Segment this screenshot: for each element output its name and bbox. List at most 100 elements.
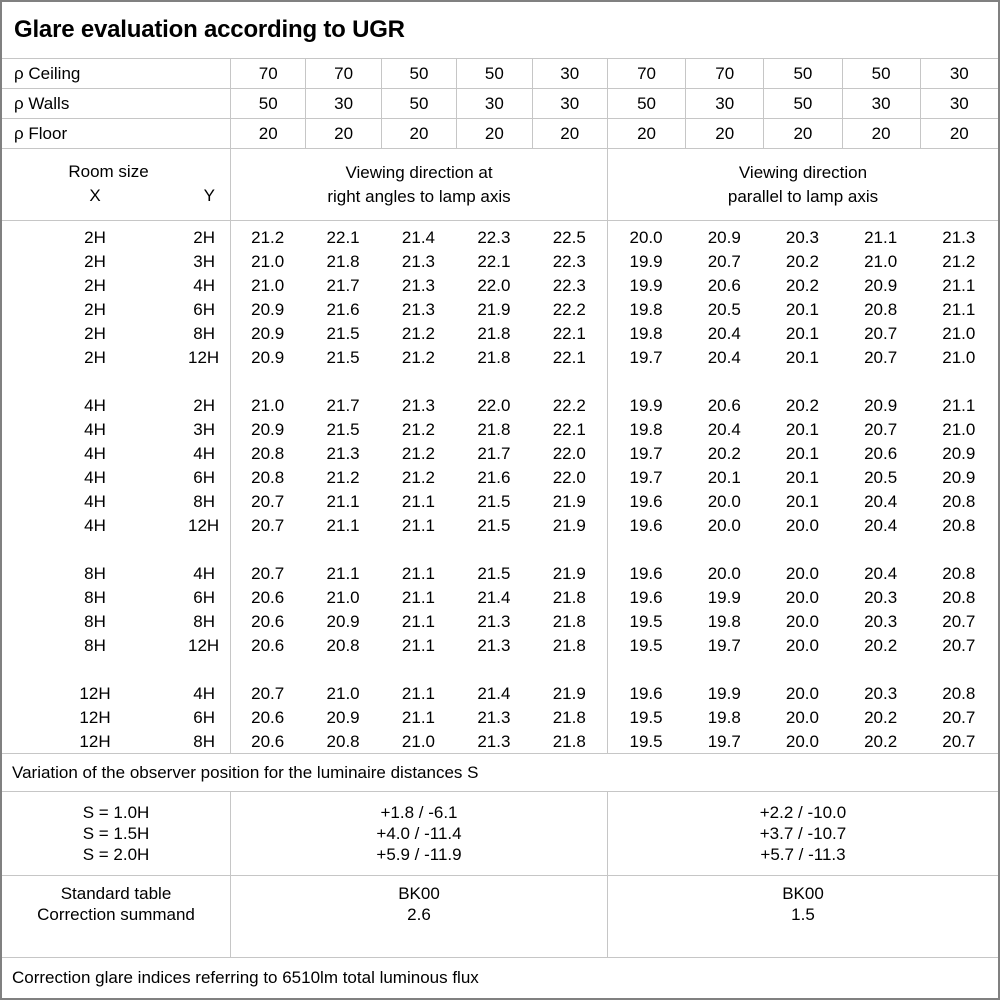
ugr-value: 20.2 [707, 444, 741, 463]
ugr-value: 21.3 [401, 300, 436, 319]
reflectance-value: 20 [685, 119, 763, 148]
ugr-value: 20.2 [864, 636, 898, 655]
table-row: 12H 4H 20.7 21.0 21.1 21.4 21.9 19.6 19.9 20.0 20.… [2, 682, 998, 706]
ugr-value: 21.1 [326, 492, 360, 511]
room-size-y: 6H [193, 708, 215, 727]
ugr-value: 21.1 [401, 516, 436, 535]
ugr-value: 20.6 [864, 444, 898, 463]
ugr-value: 21.3 [326, 444, 360, 463]
ugr-value: 20.8 [864, 300, 898, 319]
ugr-value: 19.6 [629, 564, 663, 583]
summary-labels: Standard table Correction summand [2, 876, 230, 957]
ugr-value: 20.6 [251, 732, 285, 751]
ugr-value: 20.9 [251, 300, 285, 319]
ugr-value: 20.0 [629, 228, 663, 247]
ugr-value: 21.2 [401, 420, 436, 439]
ugr-value: 19.7 [629, 348, 663, 367]
summary-values-right-angles: BK00 2.6 [230, 876, 607, 957]
ugr-value: 21.6 [326, 300, 360, 319]
ugr-value: 21.0 [251, 396, 285, 415]
room-size-y: 2H [193, 228, 215, 247]
table-row: 2H 4H 21.0 21.7 21.3 22.0 22.3 19.9 20.6 20.2 20.9… [2, 274, 998, 298]
ugr-value: 19.9 [707, 684, 741, 703]
ugr-value: 20.8 [942, 588, 976, 607]
ugr-value: 20.8 [942, 564, 976, 583]
ugr-value: 20.7 [251, 492, 285, 511]
reflectance-value: 20 [531, 119, 607, 148]
room-size-x: 12H [79, 732, 111, 751]
ugr-value: 20.8 [251, 468, 285, 487]
ugr-value: 21.2 [401, 324, 436, 343]
reflectance-value: 20 [919, 119, 998, 148]
table-row: 4H 12H 20.7 21.1 21.1 21.5 21.9 19.6 20.0 20.0 20.… [2, 514, 998, 538]
block-spacer [2, 658, 998, 682]
ugr-value: 21.8 [552, 588, 586, 607]
ugr-value: 20.2 [785, 252, 819, 271]
ugr-value: 20.3 [785, 228, 819, 247]
reflectance-row-label: ρ Floor [14, 123, 68, 143]
ugr-value: 20.6 [251, 588, 285, 607]
ugr-value: 21.4 [477, 588, 511, 607]
room-size-x: 8H [84, 588, 106, 607]
summary-value-right-angles: BK00 [398, 884, 440, 903]
reflectance-value: 30 [919, 89, 998, 118]
reflectance-value: 20 [305, 119, 380, 148]
right-angles-header-line2: right angles to lamp axis [327, 186, 511, 206]
table-row: 2H 2H 21.2 22.1 21.4 22.3 22.5 20.0 20.9 20.3 21.1… [2, 226, 998, 250]
room-size-y: 12H [188, 348, 220, 367]
ugr-value: 20.9 [251, 324, 285, 343]
reflectance-value: 30 [456, 89, 531, 118]
ugr-value: 21.2 [251, 228, 285, 247]
reflectance-value: 50 [380, 89, 456, 118]
ugr-value: 21.5 [477, 564, 511, 583]
ugr-value: 20.4 [707, 420, 741, 439]
room-size-header: Room size X Y [2, 149, 230, 220]
ugr-value: 20.8 [326, 732, 360, 751]
room-size-y: 8H [193, 612, 215, 631]
ugr-value: 20.4 [864, 492, 898, 511]
ugr-value: 22.3 [552, 252, 586, 271]
ugr-value: 21.5 [477, 492, 511, 511]
room-size-y: 8H [193, 732, 215, 751]
ugr-value: 20.1 [785, 492, 819, 511]
ugr-value: 19.8 [707, 612, 741, 631]
ugr-value: 19.9 [707, 588, 741, 607]
ugr-value: 22.3 [477, 228, 511, 247]
summary-values-parallel: BK00 1.5 [607, 876, 998, 957]
ugr-value: 20.3 [864, 684, 898, 703]
ugr-value: 20.1 [785, 348, 819, 367]
reflectance-value: 20 [606, 119, 685, 148]
table-row: 8H 12H 20.6 20.8 21.1 21.3 21.8 19.5 19.7 20.0 20.… [2, 634, 998, 658]
ugr-value: 20.1 [785, 324, 819, 343]
ugr-value: 21.9 [552, 492, 586, 511]
room-size-y: 3H [193, 252, 215, 271]
ugr-value: 22.1 [552, 420, 586, 439]
ugr-value: 20.6 [707, 396, 741, 415]
ugr-value: 20.2 [785, 396, 819, 415]
ugr-value: 21.2 [942, 252, 976, 271]
s-values-parallel: +2.2 / -10.0 +3.7 / -10.7 +5.7 / -11.3 [607, 792, 998, 875]
reflectance-row-label: ρ Ceiling [14, 63, 81, 83]
ugr-value: 19.7 [629, 444, 663, 463]
ugr-value: 21.7 [326, 396, 360, 415]
room-size-y: 6H [193, 588, 215, 607]
summary-value-parallel: 1.5 [791, 905, 815, 924]
reflectance-value: 50 [380, 59, 456, 88]
table-row: 8H 8H 20.6 20.9 21.1 21.3 21.8 19.5 19.8 20.0 20.3… [2, 610, 998, 634]
s-distance-label: S = 1.0H [82, 803, 150, 822]
reflectance-value: 50 [763, 59, 841, 88]
ugr-value: 19.7 [707, 636, 741, 655]
ugr-value: 21.3 [401, 252, 436, 271]
room-size-x: 4H [84, 516, 106, 535]
s-variation-parallel: +3.7 / -10.7 [759, 824, 847, 843]
room-size-y: 6H [193, 300, 215, 319]
ugr-value: 19.6 [629, 516, 663, 535]
ugr-value: 22.1 [477, 252, 511, 271]
reflectance-rows: ρ Ceiling 70 70 50 50 30 70 70 50 50 30 ρ Walls 50 30… [2, 59, 998, 149]
ugr-value: 21.0 [251, 252, 285, 271]
ugr-value: 21.9 [552, 564, 586, 583]
ugr-value: 20.8 [942, 492, 976, 511]
reflectance-value: 20 [763, 119, 841, 148]
ugr-value: 22.1 [326, 228, 360, 247]
ugr-value: 19.8 [629, 324, 663, 343]
